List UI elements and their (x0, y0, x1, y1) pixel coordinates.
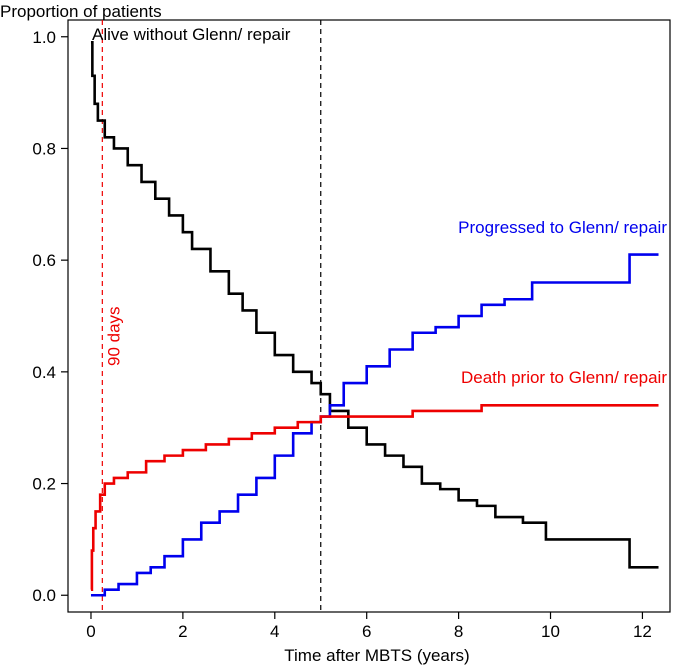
series-label-death: Death prior to Glenn/ repair (461, 368, 667, 387)
x-tick-label: 2 (178, 622, 187, 641)
y-tick-label: 0.4 (32, 363, 56, 382)
x-tick-label: 4 (270, 622, 279, 641)
x-tick-label: 0 (86, 622, 95, 641)
series-line-progressed (90, 253, 659, 597)
x-tick-label: 6 (362, 622, 371, 641)
series-label-alive: Alive without Glenn/ repair (92, 25, 291, 44)
y-tick-label: 0.0 (32, 586, 56, 605)
ninety-day-label: 90 days (104, 306, 123, 366)
series-label-progressed: Progressed to Glenn/ repair (458, 218, 667, 237)
y-tick-label: 0.2 (32, 475, 56, 494)
x-axis-title: Time after MBTS (years) (284, 646, 469, 665)
series-line-alive (90, 41, 659, 569)
y-tick-label: 1.0 (32, 28, 56, 47)
y-axis-title: Proportion of patients (0, 2, 162, 21)
x-tick-label: 8 (454, 622, 463, 641)
series-line-death (90, 404, 659, 591)
y-tick-label: 0.6 (32, 251, 56, 270)
x-tick-label: 12 (633, 622, 652, 641)
plot-frame (67, 19, 671, 613)
x-tick-label: 10 (541, 622, 560, 641)
y-tick-label: 0.8 (32, 139, 56, 158)
